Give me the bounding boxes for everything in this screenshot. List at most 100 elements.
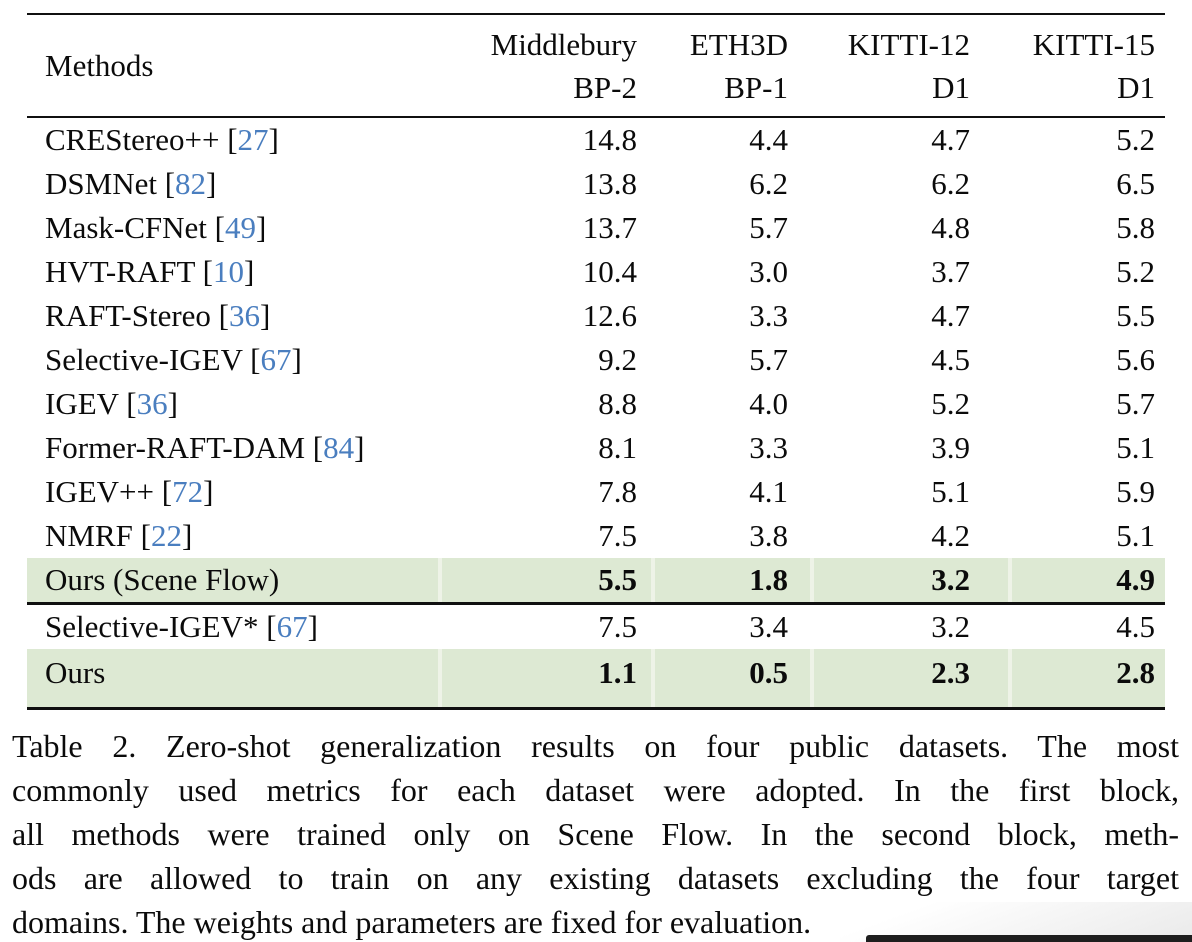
value-cell: 5.1 bbox=[1116, 518, 1155, 553]
value-cell: 2.3 bbox=[810, 649, 1008, 707]
dataset-name: KITTI-12 bbox=[847, 26, 970, 62]
value-cell: 3.9 bbox=[931, 430, 970, 465]
table-top-rule bbox=[27, 13, 1165, 15]
method-cell: Ours (Scene Flow) bbox=[27, 558, 438, 602]
table-row: CREStereo++ [27] 14.8 4.4 4.7 5.2 bbox=[27, 118, 1165, 162]
column-header-middlebury: Middlebury BP-2 bbox=[438, 15, 651, 116]
caption-line: Table 2. Zero-shot generalization result… bbox=[12, 728, 1179, 764]
citation-number[interactable]: 27 bbox=[237, 122, 269, 157]
value-cell: 6.2 bbox=[931, 166, 970, 201]
metric-name: BP-2 bbox=[573, 69, 637, 105]
page-corner-artifact bbox=[840, 902, 1192, 942]
value-cell: 0.5 bbox=[651, 649, 810, 707]
metric-name: D1 bbox=[932, 69, 970, 105]
value-cell: 3.3 bbox=[749, 430, 788, 465]
table-header: Methods Middlebury BP-2 ETH3D BP-1 KITTI… bbox=[27, 15, 1165, 116]
table-block-any-data: Selective-IGEV* [67] 7.5 3.4 3.2 4.5 Ours 1.1 0… bbox=[27, 605, 1165, 707]
citation-link[interactable]: [67] bbox=[242, 342, 302, 377]
value-cell: 3.4 bbox=[749, 609, 788, 644]
citation-link[interactable]: [36] bbox=[118, 386, 178, 421]
table-bottom-rule bbox=[27, 707, 1165, 710]
table-row: HVT-RAFT [10] 10.4 3.0 3.7 5.2 bbox=[27, 250, 1165, 294]
method-cell: NMRF [22] bbox=[27, 518, 438, 554]
value-cell: 3.2 bbox=[931, 609, 970, 644]
value-cell: 7.8 bbox=[598, 474, 637, 509]
citation-link[interactable]: [36] bbox=[210, 298, 271, 333]
value-cell: 13.7 bbox=[582, 210, 637, 245]
method-cell: DSMNet [82] bbox=[27, 166, 438, 202]
method-cell: Ours bbox=[27, 649, 438, 707]
value-cell: 3.7 bbox=[931, 254, 970, 289]
method-name: IGEV++ bbox=[45, 474, 154, 509]
citation-number[interactable]: 84 bbox=[323, 430, 355, 465]
table-row: NMRF [22] 7.5 3.8 4.2 5.1 bbox=[27, 514, 1165, 558]
table-row: DSMNet [82] 13.8 6.2 6.2 6.5 bbox=[27, 162, 1165, 206]
value-cell: 5.5 bbox=[438, 558, 651, 602]
value-cell: 5.9 bbox=[1116, 474, 1155, 509]
value-cell: 5.2 bbox=[1116, 254, 1155, 289]
method-cell: IGEV [36] bbox=[27, 386, 438, 422]
citation-link[interactable]: [82] bbox=[156, 166, 217, 201]
citation-number[interactable]: 36 bbox=[136, 386, 168, 421]
value-cell: 4.0 bbox=[749, 386, 788, 421]
citation-number[interactable]: 82 bbox=[175, 166, 207, 201]
method-cell: CREStereo++ [27] bbox=[27, 122, 438, 158]
column-header-kitti15: KITTI-15 D1 bbox=[1008, 15, 1165, 116]
value-cell: 4.7 bbox=[931, 298, 970, 333]
value-cell: 4.8 bbox=[931, 210, 970, 245]
citation-link[interactable]: [67] bbox=[258, 609, 318, 644]
citation-link[interactable]: [22] bbox=[132, 518, 193, 553]
citation-link[interactable]: [72] bbox=[154, 474, 214, 509]
value-cell: 3.3 bbox=[749, 298, 788, 333]
citation-number[interactable]: 67 bbox=[276, 609, 308, 644]
citation-number[interactable]: 10 bbox=[212, 254, 244, 289]
citation-number[interactable]: 72 bbox=[172, 474, 204, 509]
value-cell: 4.7 bbox=[931, 122, 970, 157]
corner-dark-bar bbox=[866, 935, 1192, 942]
value-cell: 9.2 bbox=[598, 342, 637, 377]
method-cell: Mask-CFNet [49] bbox=[27, 210, 438, 246]
citation-number[interactable]: 49 bbox=[224, 210, 256, 245]
value-cell: 8.1 bbox=[598, 430, 637, 465]
column-header-kitti12: KITTI-12 D1 bbox=[810, 15, 1008, 116]
methods-label: Methods bbox=[45, 48, 154, 83]
results-table: Methods Middlebury BP-2 ETH3D BP-1 KITTI… bbox=[27, 0, 1165, 710]
table-row: Mask-CFNet [49] 13.7 5.7 4.8 5.8 bbox=[27, 206, 1165, 250]
value-cell: 5.1 bbox=[1116, 430, 1155, 465]
dataset-name: Middlebury bbox=[490, 26, 637, 62]
dataset-name: KITTI-15 bbox=[1032, 26, 1155, 62]
citation-number[interactable]: 22 bbox=[150, 518, 182, 553]
table-row: IGEV [36] 8.8 4.0 5.2 5.7 bbox=[27, 382, 1165, 426]
value-cell: 6.5 bbox=[1116, 166, 1155, 201]
citation-number[interactable]: 36 bbox=[229, 298, 260, 333]
method-cell: Former-RAFT-DAM [84] bbox=[27, 430, 438, 466]
table-row: Selective-IGEV* [67] 7.5 3.4 3.2 4.5 bbox=[27, 605, 1165, 649]
citation-number[interactable]: 67 bbox=[260, 342, 292, 377]
method-name: Selective-IGEV bbox=[45, 342, 243, 377]
value-cell: 1.8 bbox=[651, 558, 810, 602]
caption-line: ods are allowed to train on any existing… bbox=[12, 860, 1179, 896]
value-cell: 8.8 bbox=[598, 386, 637, 421]
table-block-scene-flow: CREStereo++ [27] 14.8 4.4 4.7 5.2 DSMNet [82]… bbox=[27, 118, 1165, 602]
table-row: RAFT-Stereo [36] 12.6 3.3 4.7 5.5 bbox=[27, 294, 1165, 338]
citation-link[interactable]: [10] bbox=[194, 254, 255, 289]
value-cell: 5.1 bbox=[931, 474, 970, 509]
citation-link[interactable]: [49] bbox=[206, 210, 267, 245]
value-cell: 4.5 bbox=[931, 342, 970, 377]
method-name: Ours bbox=[45, 655, 106, 690]
table-row: Former-RAFT-DAM [84] 8.1 3.3 3.9 5.1 bbox=[27, 426, 1165, 470]
table-header-rule bbox=[27, 116, 1165, 118]
method-name: HVT-RAFT bbox=[45, 254, 195, 289]
value-cell: 4.9 bbox=[1008, 558, 1165, 602]
value-cell: 1.1 bbox=[438, 649, 651, 707]
table-row: Ours 1.1 0.5 2.3 2.8 bbox=[27, 649, 1165, 707]
value-cell: 13.8 bbox=[582, 166, 637, 201]
value-cell: 5.7 bbox=[1116, 386, 1155, 421]
metric-name: BP-1 bbox=[724, 69, 788, 105]
citation-link[interactable]: [27] bbox=[219, 122, 279, 157]
value-cell: 5.7 bbox=[749, 210, 788, 245]
citation-link[interactable]: [84] bbox=[305, 430, 365, 465]
value-cell: 14.8 bbox=[582, 122, 637, 157]
method-name: Selective-IGEV* bbox=[45, 609, 259, 644]
